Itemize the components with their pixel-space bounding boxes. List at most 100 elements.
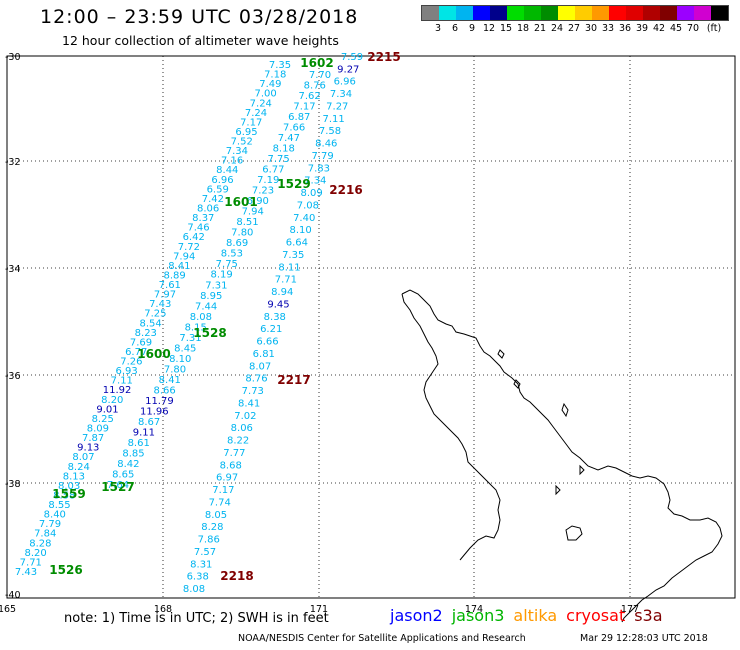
- swh-value-label: 7.43: [149, 299, 171, 310]
- swh-value-label: 7.71: [275, 275, 297, 286]
- swh-value-label: 8.20: [101, 395, 123, 406]
- swh-value-label: 7.42: [202, 194, 224, 205]
- swh-value-label: 8.94: [271, 287, 293, 298]
- swh-value-label: 6.87: [288, 112, 310, 123]
- legend-swatch: [558, 6, 575, 20]
- swh-value-label: 8.53: [221, 249, 243, 260]
- swh-value-label: 8.22: [227, 436, 249, 447]
- legend-label: 70: [686, 23, 700, 34]
- legend-label: 3: [434, 23, 442, 34]
- swh-value-label: 7.31: [205, 280, 227, 291]
- swh-value-label: 8.68: [220, 460, 242, 471]
- swh-value-label: 8.09: [300, 188, 322, 199]
- swh-value-label: 7.25: [144, 309, 166, 320]
- swh-value-label: 7.87: [82, 433, 104, 444]
- swh-value-label: 7.44: [195, 301, 217, 312]
- swh-value-label: 8.13: [63, 471, 85, 482]
- swh-value-label: 6.96: [334, 77, 356, 88]
- swh-value-label: 6.95: [235, 127, 257, 138]
- swh-value-label: 8.03: [58, 481, 80, 492]
- map-frame: [6, 55, 736, 599]
- legend-swatch: [694, 6, 711, 20]
- swh-value-label: 7.74: [209, 497, 231, 508]
- swh-value-label: 11.92: [103, 385, 132, 396]
- s3a-pass-time: 2216: [329, 183, 362, 197]
- swh-value-label: 6.66: [256, 337, 278, 348]
- jason3-pass-time: 1559: [52, 487, 85, 501]
- legend-swatch: [490, 6, 507, 20]
- swh-value-label: 8.67: [138, 417, 160, 428]
- swh-value-label: 7.00: [254, 89, 276, 100]
- swh-value-label: 7.79: [39, 519, 61, 530]
- swh-value-label: 8.40: [44, 510, 66, 521]
- map-grid: 165 168 171 174 177 -30 -32 -34 -36 -38 -40: [0, 52, 736, 615]
- lon-tick-label: 171: [310, 604, 328, 615]
- swh-value-label: 7.58: [319, 126, 341, 137]
- swh-value-label: 8.66: [153, 385, 175, 396]
- swh-value-label: 6.97: [216, 473, 238, 484]
- lat-tick-label: -36: [5, 371, 21, 382]
- legend-label: 6: [451, 23, 459, 34]
- satellite-name-jason2: jason2: [390, 606, 443, 625]
- jason3-pass-time: 1529: [277, 177, 310, 191]
- swh-value-label: 8.44: [216, 165, 238, 176]
- swh-value-label: 8.45: [174, 343, 196, 354]
- legend-label: 45: [669, 23, 683, 34]
- legend-swatch: [592, 6, 609, 20]
- swh-value-label: 8.46: [315, 139, 337, 150]
- swh-value-label: 6.42: [183, 232, 205, 243]
- legend-swatch: [677, 6, 694, 20]
- swh-value-label: 8.24: [68, 462, 90, 473]
- swh-value-label: 9.13: [77, 443, 99, 454]
- swh-value-label: 8.76: [304, 81, 326, 92]
- lon-tick-label: 177: [621, 604, 639, 615]
- legend-label: 12: [482, 23, 496, 34]
- footer-note: note: 1) Time is in UTC; 2) SWH is in fe…: [64, 611, 329, 626]
- satellite-name-cryosat: cryosat: [566, 606, 626, 625]
- lat-tick-label: -40: [5, 590, 21, 601]
- swh-value-label: 7.66: [283, 123, 305, 134]
- swh-value-label: 7.18: [264, 70, 286, 81]
- swh-value-label: 7.49: [259, 79, 281, 90]
- legend-swatch: [609, 6, 626, 20]
- swh-value-label: 8.41: [168, 261, 190, 272]
- swh-value-label: 7.71: [20, 557, 42, 568]
- swh-value-label: 7.24: [250, 98, 272, 109]
- swh-value-label: 7.16: [221, 156, 243, 167]
- legend-swatch: [660, 6, 677, 20]
- swh-value-label: 7.83: [308, 163, 330, 174]
- swh-value-label: 8.41: [159, 375, 181, 386]
- swh-value-label: 8.25: [92, 414, 114, 425]
- swh-value-label: 7.46: [187, 223, 209, 234]
- swh-value-label: 8.38: [264, 312, 286, 323]
- swh-value-label: 7.17: [240, 117, 262, 128]
- swh-value-label: 8.19: [210, 270, 232, 281]
- swh-value-label: 8.61: [128, 438, 150, 449]
- swh-value-label: 7.73: [242, 386, 264, 397]
- swh-value-label: 8.15: [185, 322, 207, 333]
- legend-label: 42: [652, 23, 666, 34]
- swh-value-label: 8.08: [190, 312, 212, 323]
- swh-value-label: 8.58: [53, 491, 75, 502]
- swh-value-label: 7.61: [159, 280, 181, 291]
- swh-value-label: 7.97: [154, 290, 176, 301]
- swh-value-label: 7.75: [267, 154, 289, 165]
- swh-value-label: 6.93: [115, 366, 137, 377]
- swh-value-label: 8.76: [245, 374, 267, 385]
- swh-value-label: 7.94: [173, 251, 195, 262]
- legend-label: 39: [635, 23, 649, 34]
- legend-swatch: [575, 6, 592, 20]
- lat-tick-label: -32: [5, 157, 21, 168]
- swh-value-label: 7.77: [223, 448, 245, 459]
- jason3-pass-time: 1601: [224, 195, 257, 209]
- swh-value-label: 8.20: [24, 548, 46, 559]
- swh-value-label: 8.10: [289, 225, 311, 236]
- swh-value-label: 8.06: [231, 423, 253, 434]
- swh-value-label: 7.02: [234, 411, 256, 422]
- lat-tick-label: -34: [5, 264, 21, 275]
- legend-swatch: [507, 6, 524, 20]
- swh-value-label: 8.06: [197, 204, 219, 215]
- swh-value-label: 7.34: [304, 176, 326, 187]
- legend-label: 24: [550, 23, 564, 34]
